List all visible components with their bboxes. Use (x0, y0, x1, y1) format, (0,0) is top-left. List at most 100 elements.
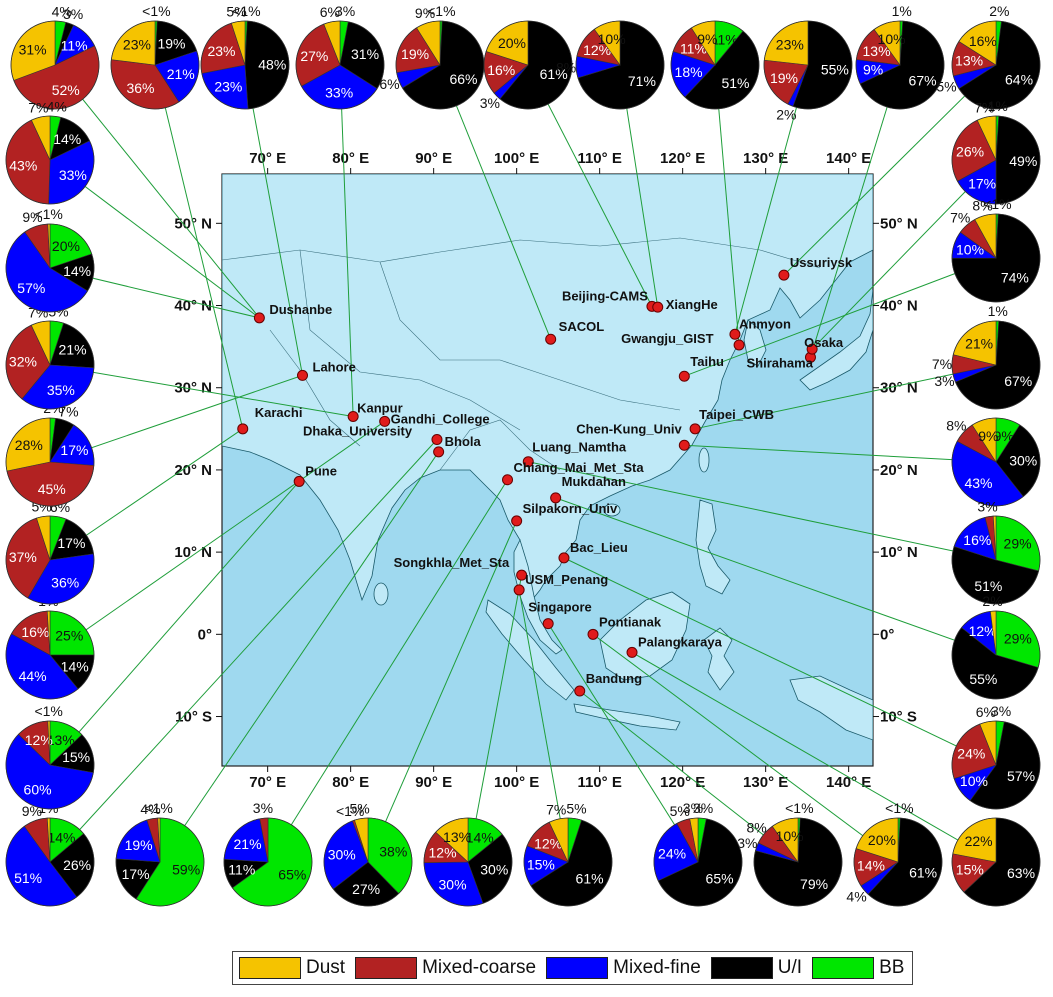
pie-slice-label: 17% (57, 535, 85, 551)
lon-tick-label-bottom: 110° E (577, 774, 621, 791)
pie-slice-label: 43% (9, 157, 37, 173)
pie-slice-label: 13% (443, 829, 471, 845)
lat-tick-label-right: 50° N (880, 215, 918, 232)
legend: Dust Mixed-coarse Mixed-fine U/I BB (232, 951, 913, 985)
site-label: Anmyon (739, 316, 791, 331)
pie-slice-label: 26% (956, 144, 984, 160)
pie-slice-label: 11% (228, 862, 255, 878)
pie-slice-label: 7% (546, 801, 566, 817)
pie-slice-label: 17% (60, 442, 88, 458)
site-dhaka-university: Dhaka_University (303, 424, 443, 446)
pie-slice-label: 3% (335, 3, 355, 19)
lat-tick-label-left: 0° (198, 626, 212, 643)
connector-line (49, 439, 438, 863)
pie-chart: <1% 61% 4% 14% 20% (846, 800, 943, 907)
site-karachi: Karachi (237, 405, 302, 435)
connector-line (714, 64, 740, 346)
connector-line (518, 589, 569, 863)
lat-ticks-right: 50° N40° N30° N20° N10° N0°10° S (873, 215, 918, 726)
pie-slice-label: 15% (956, 862, 984, 878)
pie-slice-label: 18% (675, 64, 703, 80)
site-marker-dot (729, 328, 741, 340)
site-label: Osaka (804, 335, 844, 350)
site-label: Mukdahan (562, 474, 626, 489)
pie-slice-label: 3% (934, 373, 954, 389)
connector-line (244, 64, 304, 376)
pie-slice-label: 63% (1007, 865, 1035, 881)
pie-chart: 3% 65% 24% 5%3% (653, 800, 743, 907)
land-new-guinea (789, 675, 873, 741)
pie-slice-label: 29% (1004, 631, 1032, 647)
site-label: Gandhi_College (391, 411, 490, 426)
pie-slice-label: 74% (1001, 270, 1029, 286)
pie-slice-label: 45% (38, 481, 66, 497)
pie-slice-label: 8% (556, 60, 576, 76)
pie-chart: 11% 51% 18% 11%9% (670, 20, 760, 110)
site-marker-dot (678, 370, 690, 382)
connector-line (154, 64, 244, 429)
country-borders (222, 237, 821, 471)
connector-line (467, 575, 523, 863)
pie-chart: <1% 19% 21% 36% 23% (110, 3, 200, 110)
pie-slice-label: 5% (670, 803, 690, 819)
site-label: XiangHe (666, 297, 718, 312)
pie-slice-label: <1% (34, 703, 62, 719)
pie-outline (763, 20, 853, 110)
pie-slice-label: <1% (983, 196, 1011, 212)
pie-chart: 14%26%51%9%1% (5, 800, 95, 907)
pie-outline (951, 115, 1041, 205)
pie-slice-label: 7% (974, 99, 994, 115)
legend-label-ui: U/I (777, 957, 803, 978)
site-taihu: Taihu (678, 354, 724, 382)
pie-slice-label: 23% (214, 79, 242, 95)
connector-line (783, 64, 997, 276)
pie-chart: 14% 30% 30% 12%13% (423, 817, 513, 907)
pie-slice-label: 4% (140, 801, 160, 817)
site-shirahama: Shirahama (746, 351, 816, 370)
connector-line (439, 64, 552, 340)
connector-line (49, 364, 354, 417)
pie-slice-label: 60% (24, 781, 52, 797)
site-label: Taipei_CWB (699, 407, 774, 422)
connector-line (527, 64, 653, 307)
site-marker-dot (558, 552, 570, 564)
pie-outline (670, 20, 760, 110)
pie-outline (323, 817, 413, 907)
pie-slice-label: 65% (706, 871, 734, 887)
lat-tick-label-right: 40° N (880, 298, 918, 315)
pie-slice-label: 21% (234, 836, 262, 852)
site-label: Taihu (690, 354, 724, 369)
pie-slice-label: 32% (9, 354, 37, 370)
pie-slice-label: 11% (61, 38, 88, 54)
pie-chart: 71% 8% 12%10% (556, 20, 665, 110)
land-java (573, 703, 681, 731)
site-usm-penang: USM_Penang (513, 572, 608, 596)
pie-slice-label: 30% (1009, 453, 1037, 469)
pie-slice-label: 43% (964, 475, 992, 491)
pie-slice-label: 17% (968, 175, 996, 191)
site-label: Shirahama (746, 355, 813, 370)
pie-slice-label: 6% (379, 76, 399, 92)
pie-chart: 3% 31% 33% 27% 6% (295, 3, 385, 110)
pie-slice-label: 23% (123, 37, 151, 53)
site-marker-dot (806, 343, 818, 355)
pie-slice-label: 8% (946, 417, 966, 433)
site-osaka: Osaka (804, 335, 844, 355)
pie-chart: <1% 74% 10% 7%8% (950, 196, 1041, 303)
site-label: Dhaka_University (303, 424, 413, 439)
connector-line (809, 64, 901, 358)
site-singapore: Singapore (528, 600, 592, 630)
site-marker-dot (511, 515, 523, 527)
pie-slice-label: 29% (1004, 535, 1032, 551)
pie-slice-label: 23% (207, 43, 235, 59)
pie-slice-label: 51% (721, 75, 749, 91)
pie-slice-label: 44% (19, 668, 47, 684)
pie-chart: 1% 67% 3%7% 21% (932, 303, 1041, 410)
pie-slice-label: <1% (144, 800, 172, 816)
site-marker-dot (574, 685, 586, 697)
pie-slice-label: 26% (63, 857, 91, 873)
lon-tick-label-top: 100° E (494, 150, 539, 167)
pie-chart: <1% 66% 6%19% 9% (379, 3, 485, 110)
pie-slice-label: 57% (1007, 768, 1035, 784)
site-marker-dot (253, 312, 265, 324)
